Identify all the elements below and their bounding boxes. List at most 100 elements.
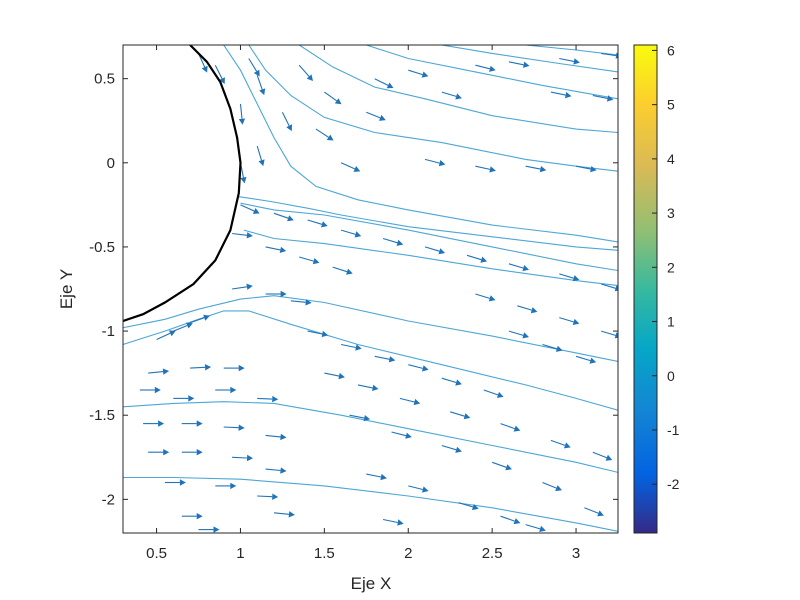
- y-tick-label: 0.5: [94, 71, 115, 88]
- colorbar-tick-label: 6: [667, 42, 675, 58]
- x-axis-ticks: 0.5 1 1.5 2 2.5 3: [146, 45, 580, 562]
- quiver-arrow-7: [265, 246, 287, 253]
- quiver-arrow-56: [265, 433, 287, 441]
- quiver-arrow-15: [424, 246, 446, 255]
- quiver-arrow-90: [382, 518, 404, 526]
- quiver-arrow-18: [559, 273, 580, 282]
- quiver-arrow-60: [265, 467, 287, 474]
- y-tick-label: -1: [102, 323, 115, 340]
- colorbar-gradient: [633, 44, 658, 534]
- quiver-arrow-48: [223, 364, 245, 372]
- quiver-arrow-14: [382, 237, 404, 246]
- body-boundary: [123, 45, 242, 323]
- quiver-layer: [139, 52, 618, 533]
- quiver-arrow-54: [181, 420, 203, 427]
- x-axis-label: Eje X: [351, 574, 392, 593]
- quiver-arrow-63: [257, 493, 279, 500]
- quiver-arrow-9: [332, 266, 353, 275]
- streamline-11: [441, 45, 618, 73]
- quiver-arrow-21: [256, 145, 265, 167]
- quiver-arrow-80: [349, 414, 371, 422]
- quiver-arrow-79: [592, 451, 613, 461]
- quiver-arrow-95: [475, 293, 496, 302]
- quiver-arrow-13: [340, 229, 362, 238]
- colorbar-tick-label: 0: [667, 368, 675, 384]
- quiver-arrow-10: [240, 204, 260, 214]
- quiver-arrow-6: [232, 232, 253, 239]
- quiver-arrow-2: [189, 314, 210, 324]
- quiver-arrow-61: [164, 479, 186, 486]
- colorbar-tick-label: -2: [667, 476, 680, 492]
- y-axis-label: Eje Y: [57, 269, 76, 309]
- quiver-arrow-44: [559, 57, 580, 65]
- quiver-arrow-49: [139, 386, 161, 394]
- quiver-arrow-64: [273, 511, 295, 518]
- quiver-arrow-65: [181, 513, 203, 520]
- streamline-0: [123, 476, 618, 532]
- colorbar-ticks: 6 5 4 3 2 1 0 -1 -2: [652, 42, 680, 492]
- quiver-arrow-52: [257, 395, 279, 403]
- quiver-arrow-43: [592, 94, 614, 102]
- quiver-arrow-69: [374, 355, 396, 363]
- colorbar-tick-label: 5: [667, 97, 675, 113]
- quiver-arrow-39: [475, 165, 496, 173]
- quiver-arrow-46: [148, 368, 170, 375]
- colorbar-tick-label: -1: [667, 422, 680, 438]
- colorbar-tick-label: 1: [667, 314, 675, 330]
- quiver-arrow-30: [315, 128, 334, 141]
- quiver-arrow-16: [466, 254, 488, 263]
- quiver-arrow-24: [281, 112, 292, 132]
- quiver-arrow-68: [340, 343, 362, 351]
- streamline-4: [243, 229, 618, 287]
- y-axis-ticks: 0.5 0 -0.5 -1 -1.5 -2: [89, 71, 618, 508]
- colorbar-tick-label: 4: [667, 151, 675, 167]
- quiver-arrow-58: [181, 449, 203, 456]
- y-tick-label: 0: [107, 155, 115, 172]
- quiver-arrow-19: [601, 283, 618, 292]
- quiver-arrow-57: [148, 449, 170, 456]
- quiver-arrow-85: [584, 507, 604, 517]
- quiver-arrow-8: [299, 256, 320, 265]
- quiver-arrow-59: [232, 454, 253, 462]
- quiver-arrow-26: [214, 64, 225, 84]
- quiver-arrow-51: [215, 386, 237, 394]
- quiver-arrow-84: [542, 481, 562, 492]
- quiver-arrow-17: [508, 263, 529, 272]
- quiver-arrow-87: [408, 485, 429, 493]
- quiver-arrow-35: [441, 91, 462, 100]
- quiver-arrow-42: [550, 91, 572, 99]
- plot-background: [123, 45, 618, 533]
- quiver-arrow-70: [408, 364, 429, 372]
- quiver-arrow-5: [290, 299, 312, 306]
- quiver-arrow-66: [198, 526, 220, 533]
- quiver-arrow-89: [500, 515, 521, 525]
- quiver-arrow-78: [550, 439, 571, 449]
- streamline-10: [366, 45, 618, 100]
- colorbar: 6 5 4 3 2 1 0 -1 -2: [633, 42, 680, 534]
- plot-area: 0.5 1 1.5 2 2.5 3 0.5 0 -0.5 -1 -1.5 -2: [89, 44, 619, 562]
- quiver-arrow-11: [273, 212, 294, 222]
- quiver-arrow-38: [424, 158, 446, 167]
- quiver-arrow-4: [265, 290, 287, 298]
- quiver-arrow-33: [374, 78, 394, 89]
- x-tick-label: 1: [236, 545, 244, 562]
- quiver-arrow-1: [173, 322, 193, 332]
- quiver-arrow-37: [508, 61, 530, 68]
- x-tick-label: 2.5: [482, 545, 503, 562]
- quiver-arrow-40: [525, 165, 547, 173]
- x-tick-label: 0.5: [146, 545, 167, 562]
- quiver-arrow-55: [223, 424, 245, 431]
- streamline-6: [237, 195, 618, 251]
- y-tick-label: -2: [102, 491, 115, 508]
- x-tick-label: 3: [572, 545, 580, 562]
- quiver-arrow-98: [601, 330, 618, 339]
- streamline-8: [248, 45, 618, 172]
- plot-frame: [122, 44, 619, 534]
- y-tick-label: -0.5: [89, 239, 115, 256]
- streamline-7: [223, 45, 618, 243]
- quiver-arrow-86: [366, 473, 387, 481]
- quiver-arrow-31: [340, 162, 361, 172]
- quiver-arrow-29: [324, 91, 342, 105]
- quiver-arrow-45: [601, 52, 618, 59]
